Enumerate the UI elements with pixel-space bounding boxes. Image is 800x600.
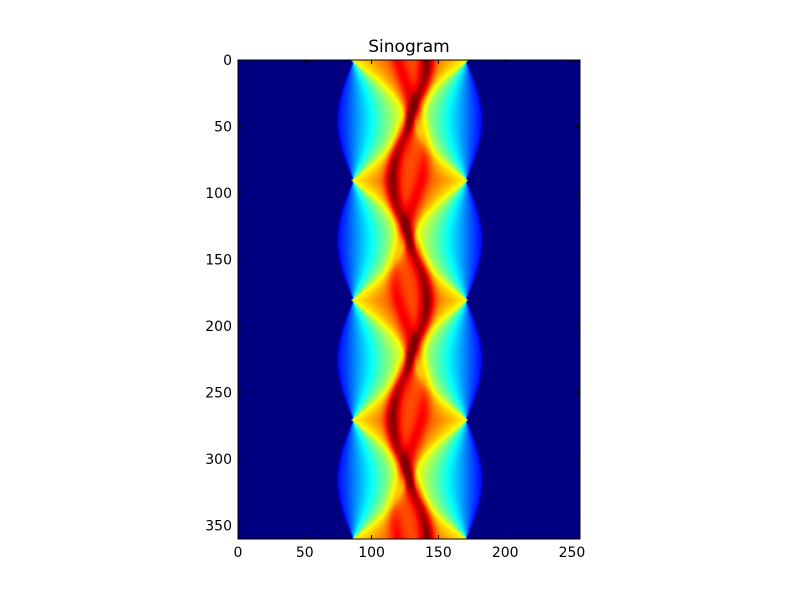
y-tick-label: 50 [214, 120, 232, 136]
x-tick-label: 50 [296, 545, 314, 561]
y-axis: 0 50 100 150 200 250 300 350 [205, 53, 580, 535]
y-tick-label: 350 [205, 519, 232, 535]
y-tick-label: 0 [223, 53, 232, 69]
y-tick-label: 150 [205, 253, 232, 269]
y-tick-label: 100 [205, 186, 232, 202]
y-tick-label: 200 [205, 319, 232, 335]
x-tick-label: 250 [559, 545, 586, 561]
x-tick-label: 0 [234, 545, 243, 561]
x-tick-label: 200 [492, 545, 519, 561]
x-axis: 0 50 100 150 200 250 [234, 60, 586, 561]
y-tick-label: 300 [205, 452, 232, 468]
x-tick-label: 100 [358, 545, 385, 561]
plot-area [238, 60, 580, 539]
y-tick-label: 250 [205, 386, 232, 402]
plot-frame [237, 59, 581, 540]
heatmap-image [238, 60, 580, 539]
chart-title: Sinogram [368, 37, 449, 57]
x-tick-label: 150 [425, 545, 452, 561]
